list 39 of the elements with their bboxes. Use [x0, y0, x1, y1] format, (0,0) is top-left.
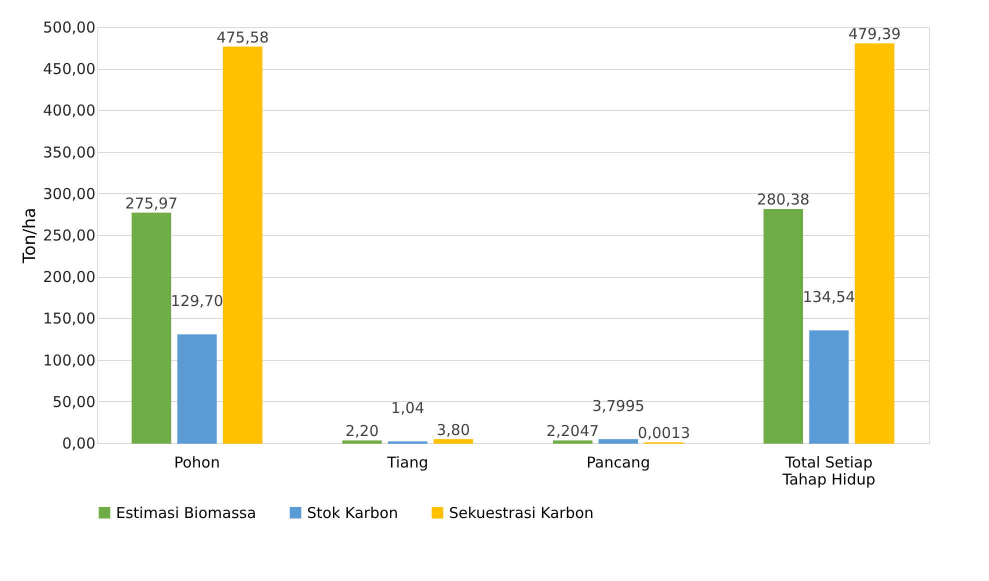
legend-label: Sekuestrasi Karbon: [449, 504, 594, 522]
legend-label: Estimasi Biomassa: [116, 504, 256, 522]
y-tick-label: 50,00: [52, 392, 96, 411]
data-label: 134,54: [802, 288, 856, 306]
x-tick-label: Pancang: [586, 454, 650, 472]
y-tick-label: 0,00: [62, 434, 96, 452]
y-tick-label: 200,00: [43, 268, 96, 286]
data-label: 2,2047: [546, 422, 599, 440]
data-label: 280,38: [757, 190, 810, 209]
data-label: 275,97: [125, 194, 178, 212]
bar: [132, 212, 172, 444]
y-tick-label: 100,00: [43, 351, 96, 370]
data-label: 1,04: [390, 399, 424, 418]
data-label: 3,80: [436, 420, 470, 439]
data-label: 0,0013: [638, 424, 690, 442]
data-label: 2,20: [345, 422, 379, 440]
bar: [854, 43, 894, 444]
y-tick-label: 150,00: [43, 310, 96, 328]
x-tick-label: Total Setiap Tahap Hidup: [782, 454, 876, 488]
bar: [177, 334, 217, 444]
bar: [222, 46, 262, 444]
bar: [809, 330, 849, 444]
y-tick-label: 400,00: [43, 102, 96, 120]
y-tick-label: 350,00: [43, 143, 96, 162]
bar: [434, 439, 474, 444]
y-tick-label: 450,00: [43, 60, 96, 78]
data-label: 3,7995: [592, 396, 645, 415]
x-tick-label: Tiang: [386, 454, 428, 472]
y-tick-label: 500,00: [43, 18, 96, 36]
y-tick-label: 300,00: [43, 184, 96, 203]
bar: [764, 208, 804, 444]
legend-label: Stok Karbon: [307, 504, 398, 522]
y-axis-title: Ton/ha: [20, 208, 40, 264]
data-label: 475,58: [216, 28, 269, 46]
data-label: 479,39: [848, 25, 901, 44]
y-tick-label: 250,00: [43, 226, 96, 244]
x-tick-label: Pohon: [174, 454, 220, 472]
bar: [598, 439, 638, 444]
data-label: 129,70: [170, 292, 224, 310]
